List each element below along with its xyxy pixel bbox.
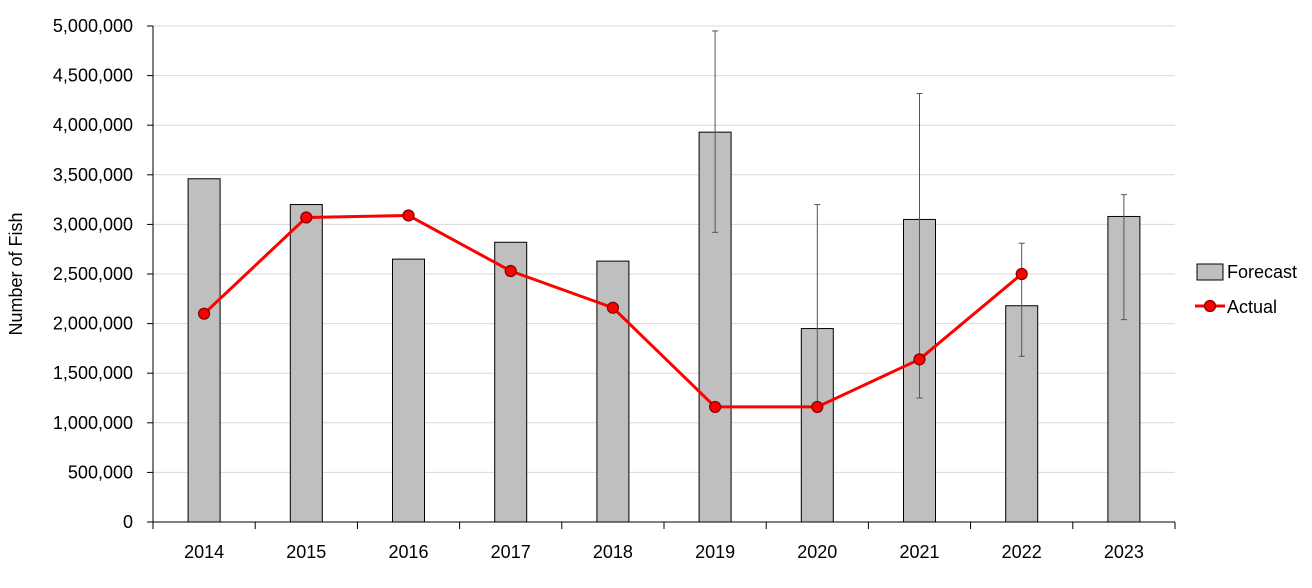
forecast-bar-2018 bbox=[596, 260, 630, 523]
legend-forecast-swatch bbox=[1196, 263, 1224, 281]
legend: Forecast Actual bbox=[1195, 262, 1297, 317]
x-tick-label-2015: 2015 bbox=[286, 542, 326, 562]
y-axis-title: Number of Fish bbox=[6, 212, 26, 335]
y-tick-label: 4,500,000 bbox=[53, 66, 133, 86]
y-tick-label: 1,000,000 bbox=[53, 413, 133, 433]
grid-lines bbox=[153, 25, 1175, 473]
axes bbox=[147, 25, 1176, 529]
y-tick-label: 4,000,000 bbox=[53, 115, 133, 135]
y-tick-label: 3,500,000 bbox=[53, 165, 133, 185]
actual-point-2022 bbox=[1015, 267, 1028, 281]
y-tick-label: 2,500,000 bbox=[53, 264, 133, 284]
y-tick-label: 5,000,000 bbox=[53, 16, 133, 36]
x-tick-label-2016: 2016 bbox=[388, 542, 428, 562]
x-tick-label-2019: 2019 bbox=[695, 542, 735, 562]
y-tick-label: 2,000,000 bbox=[53, 314, 133, 334]
x-tick-label-2022: 2022 bbox=[1002, 542, 1042, 562]
actual-point-2021 bbox=[913, 353, 926, 366]
x-tick-label-2017: 2017 bbox=[491, 542, 531, 562]
forecast-bar-2014 bbox=[187, 178, 221, 523]
forecast-bar-2015 bbox=[289, 204, 323, 523]
x-tick-label-2023: 2023 bbox=[1104, 542, 1144, 562]
x-tick-label-2018: 2018 bbox=[593, 542, 633, 562]
x-tick-labels: 2014 2015 2016 2017 2018 2019 2020 2021 2022 2023 bbox=[184, 542, 1144, 562]
actual-point-2019 bbox=[708, 400, 722, 414]
legend-actual-label: Actual bbox=[1227, 297, 1277, 317]
x-tick-label-2020: 2020 bbox=[797, 542, 837, 562]
actual-point-2016 bbox=[402, 209, 415, 222]
legend-forecast-label: Forecast bbox=[1227, 262, 1297, 282]
x-tick-label-2014: 2014 bbox=[184, 542, 224, 562]
legend-actual-marker bbox=[1203, 299, 1217, 313]
forecast-bar-2017 bbox=[494, 241, 528, 523]
x-tick-label-2021: 2021 bbox=[899, 542, 939, 562]
error-bar-2023 bbox=[1120, 194, 1127, 321]
actual-point-2020 bbox=[811, 400, 824, 414]
actual-point-2017 bbox=[504, 264, 517, 278]
actual-line bbox=[198, 209, 1028, 414]
error-bar-2021 bbox=[916, 92, 923, 399]
forecast-bars bbox=[187, 131, 1141, 523]
y-tick-label: 3,000,000 bbox=[53, 214, 133, 234]
error-bars bbox=[712, 30, 1127, 409]
actual-point-2014 bbox=[198, 307, 211, 320]
error-bar-2019 bbox=[712, 30, 719, 233]
error-bar-2022 bbox=[1018, 242, 1025, 357]
y-tick-label: 0 bbox=[123, 512, 133, 532]
y-tick-label: 1,500,000 bbox=[53, 363, 133, 383]
forecast-bar-2016 bbox=[392, 258, 425, 523]
y-tick-label: 500,000 bbox=[68, 462, 133, 482]
actual-point-2015 bbox=[300, 211, 313, 224]
actual-point-2018 bbox=[606, 301, 620, 314]
y-tick-labels: 0 500,000 1,000,000 1,500,000 2,000,000 2,500… bbox=[53, 16, 133, 532]
